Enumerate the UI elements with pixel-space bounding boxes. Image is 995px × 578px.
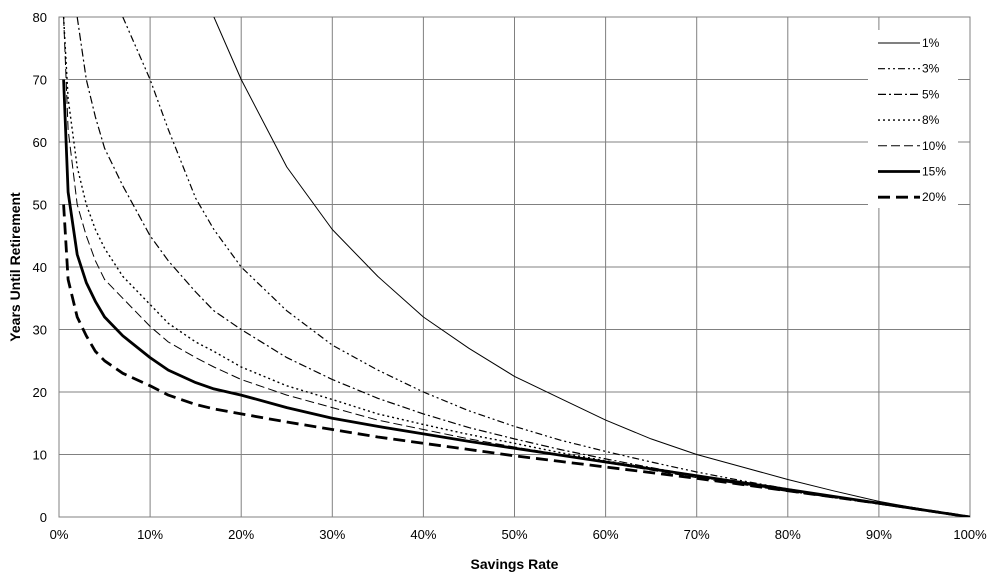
x-axis-ticks: 0% 10% 20% 30% 40% 50% 60% 70% 80% 90% 100% [50,527,987,542]
x-tick-label: 50% [501,527,527,542]
series-line-8pct [62,17,970,517]
y-tick-label: 60 [33,135,47,150]
x-tick-label: 100% [953,527,987,542]
legend-items: 1% 3% 5% 8% 10% 15% 20% [878,36,946,204]
legend-label: 8% [922,113,940,127]
legend-box [868,30,958,208]
plot-area [58,16,971,518]
x-tick-label: 80% [775,527,801,542]
y-tick-label: 0 [40,510,47,525]
x-tick-label: 70% [684,527,710,542]
x-tick-label: 0% [50,527,69,542]
x-axis-title: Savings Rate [471,556,559,572]
x-tick-label: 90% [866,527,892,542]
y-axis-ticks: 0 10 20 30 40 50 60 70 80 [33,10,47,525]
grid [58,16,971,518]
y-tick-label: 50 [33,198,47,213]
legend-label: 20% [922,190,946,204]
y-tick-label: 10 [33,448,47,463]
legend-label: 5% [922,87,940,101]
legend-label: 15% [922,165,946,179]
x-tick-label: 40% [410,527,436,542]
series-line-20pct [62,204,970,517]
x-tick-label: 20% [228,527,254,542]
series-line-15pct [62,79,970,517]
y-tick-label: 70 [33,73,47,88]
y-tick-label: 80 [33,10,47,25]
x-tick-label: 30% [319,527,345,542]
series-lines [62,17,970,517]
y-axis-title: Years Until Retirement [7,192,23,342]
x-tick-label: 10% [137,527,163,542]
y-tick-label: 40 [33,260,47,275]
legend-label: 10% [922,139,946,153]
y-tick-label: 20 [33,385,47,400]
legend-label: 3% [922,62,940,76]
y-tick-label: 30 [33,323,47,338]
x-tick-label: 60% [593,527,619,542]
series-line-10pct [63,17,970,517]
legend: 1% 3% 5% 8% 10% 15% 20% [868,30,958,208]
series-line-1pct [213,17,970,517]
legend-label: 1% [922,36,940,50]
